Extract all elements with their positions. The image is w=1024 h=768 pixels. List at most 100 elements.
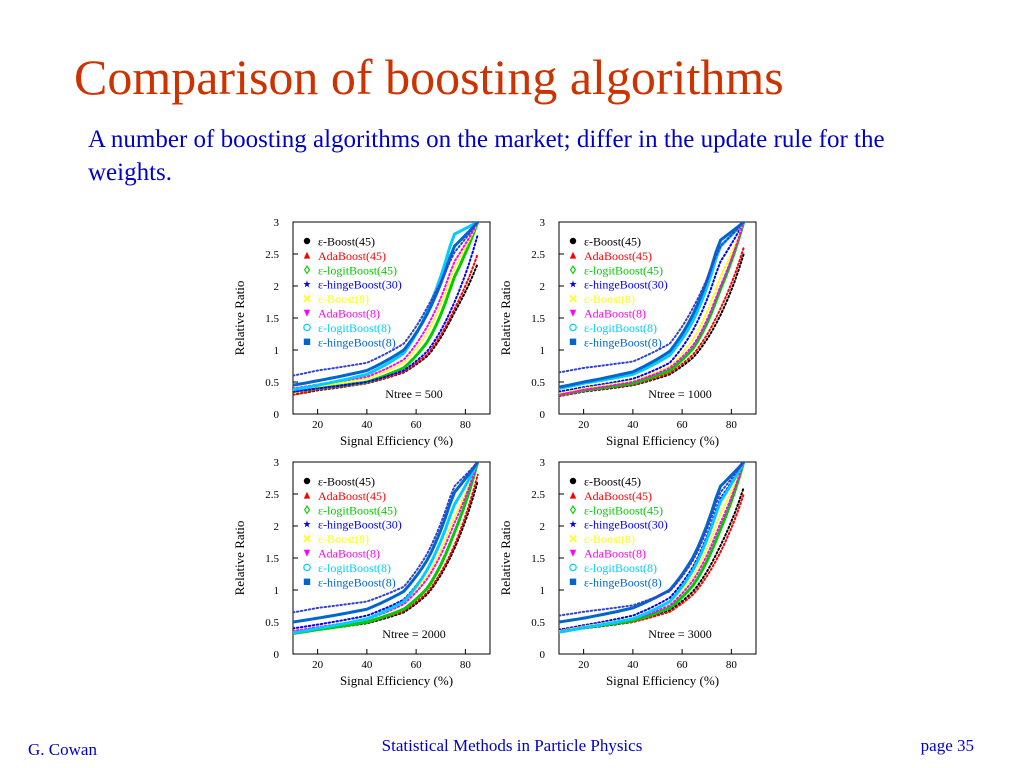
series-line-e-logitboost-8: [293, 222, 480, 392]
y-tick-label: 1.5: [265, 313, 279, 325]
legend-label-adaboost-8: AdaBoost(8): [318, 547, 380, 561]
plot-frame: [292, 221, 491, 415]
footer-page-number: page 35: [920, 736, 974, 755]
y-tick-label: 1: [274, 585, 280, 597]
y-axis-label: Relative Ratio: [232, 281, 247, 356]
legend-label-adaboost-8: AdaBoost(8): [584, 307, 646, 321]
legend-label-adaboost-45: AdaBoost(45): [584, 489, 652, 503]
y-tick-label: 2.5: [265, 249, 279, 261]
y-tick-label: 0.5: [531, 377, 545, 389]
legend-marker-e-logitboost-8: [569, 323, 577, 332]
chart-svg: 0 0.5 1 1.5 2 2.5 3 20 40 60 80 Signal Efficiency (…: [498, 457, 757, 688]
legend-marker-e-boost-45: [303, 477, 311, 485]
y-tick-label: 3: [274, 217, 280, 229]
chart-svg: 0 0.5 1 1.5 2 2.5 3 20 40 60 80 Signal Efficiency (…: [498, 217, 757, 448]
x-tick-label: 80: [460, 419, 472, 431]
y-axis-label: Relative Ratio: [232, 521, 247, 596]
legend-marker-e-boost-8: [569, 294, 577, 303]
x-tick-label: 60: [411, 419, 423, 431]
legend-marker-adaboost-8: [303, 309, 311, 317]
legend-label-adaboost-8: AdaBoost(8): [318, 307, 380, 321]
legend-marker-adaboost-8: [569, 549, 577, 557]
y-tick-label: 1: [540, 345, 546, 357]
y-tick-label: 2: [540, 521, 546, 533]
legend-label-e-logitboost-45: ε-logitBoost(45): [584, 503, 663, 517]
legend-marker-e-logitboost-45: [569, 505, 577, 515]
x-tick-label: 40: [627, 419, 639, 431]
y-tick-label: 1: [274, 345, 280, 357]
y-tick-label: 3: [540, 217, 546, 229]
y-tick-label: 0.5: [531, 617, 545, 629]
y-tick-label: 3: [540, 457, 546, 469]
legend-marker-e-boost-8: [569, 534, 577, 543]
legend-label-e-hingeboost-8: ε-hingeBoost(8): [584, 575, 662, 589]
legend-label-e-boost-8: ε-Boost(8): [318, 292, 369, 306]
y-tick-label: 0: [274, 649, 280, 661]
slide-subtitle: A number of boosting algorithms on the m…: [88, 126, 885, 186]
legend-marker-e-boost-45: [303, 237, 311, 245]
x-tick-label: 80: [726, 659, 738, 671]
y-tick-label: 0.5: [265, 617, 279, 629]
plot-frame: [292, 461, 491, 655]
x-tick-label: 80: [460, 659, 472, 671]
series-line-adaboost-8: [559, 222, 745, 396]
x-tick-label: 40: [627, 659, 639, 671]
x-tick-label: 60: [677, 659, 689, 671]
legend-marker-e-hingeboost-30: [303, 280, 311, 288]
legend-label-e-logitboost-8: ε-logitBoost(8): [318, 321, 391, 335]
legend-marker-e-hingeboost-30: [569, 280, 577, 288]
x-axis-label: Signal Efficiency (%): [340, 433, 453, 448]
legend-label-adaboost-45: AdaBoost(45): [584, 249, 652, 263]
legend-marker-adaboost-45: [569, 251, 577, 259]
legend-marker-e-hingeboost-30: [303, 520, 311, 528]
ntree-annotation: Ntree = 3000: [648, 627, 711, 641]
legend-marker-e-logitboost-8: [569, 563, 577, 572]
legend-label-e-logitboost-45: ε-logitBoost(45): [318, 503, 397, 517]
legend-label-e-boost-45: ε-Boost(45): [584, 475, 641, 489]
legend-label-e-logitboost-8: ε-logitBoost(8): [584, 321, 657, 335]
footer-author: G. Cowan: [28, 740, 97, 759]
x-axis-label: Signal Efficiency (%): [606, 673, 719, 688]
y-tick-label: 2: [274, 281, 280, 293]
legend-marker-e-hingeboost-8: [569, 338, 577, 345]
legend-label-e-hingeboost-30: ε-hingeBoost(30): [584, 278, 668, 292]
legend-label-e-boost-45: ε-Boost(45): [318, 475, 375, 489]
series-line-e-hingeboost-30: [293, 233, 479, 393]
x-tick-label: 20: [578, 659, 590, 671]
y-tick-label: 2: [540, 281, 546, 293]
legend-marker-e-boost-8: [303, 294, 311, 303]
x-axis-label: Signal Efficiency (%): [340, 673, 453, 688]
legend-label-e-boost-8: ε-Boost(8): [584, 292, 635, 306]
y-axis-label: Relative Ratio: [498, 521, 513, 596]
legend-marker-e-boost-45: [569, 237, 577, 245]
legend-label-e-logitboost-45: ε-logitBoost(45): [584, 263, 663, 277]
legend-label-e-hingeboost-30: ε-hingeBoost(30): [318, 518, 402, 532]
footer-course: Statistical Methods in Particle Physics: [381, 736, 643, 755]
x-tick-label: 60: [411, 659, 423, 671]
chart-svg: 0 0.5 1 1.5 2 2.5 3 20 40 60 80 Signal Efficiency (…: [232, 457, 491, 688]
y-tick-label: 1.5: [531, 313, 545, 325]
y-tick-label: 0: [540, 649, 546, 661]
y-tick-label: 0.5: [265, 377, 279, 389]
legend-marker-e-logitboost-45: [303, 505, 311, 515]
y-tick-label: 1.5: [531, 553, 545, 565]
series-line-e-logitboost-8: [293, 462, 480, 635]
y-tick-label: 3: [274, 457, 280, 469]
legend-label-e-hingeboost-8: ε-hingeBoost(8): [318, 575, 396, 589]
y-tick-label: 1.5: [265, 553, 279, 565]
chart-svg: 0 0.5 1 1.5 2 2.5 3 20 40 60 80 Signal Efficiency (…: [232, 217, 491, 448]
ntree-annotation: Ntree = 1000: [648, 387, 711, 401]
series-line-extra: [293, 462, 479, 614]
legend-label-e-boost-8: ε-Boost(8): [584, 532, 635, 546]
legend-marker-e-logitboost-45: [569, 265, 577, 275]
legend-label-e-hingeboost-8: ε-hingeBoost(8): [318, 335, 396, 349]
x-tick-label: 60: [677, 419, 689, 431]
series-line-extra: [293, 222, 479, 377]
legend-marker-e-boost-8: [303, 534, 311, 543]
legend-marker-adaboost-8: [569, 309, 577, 317]
ntree-annotation: Ntree = 2000: [382, 627, 445, 641]
chart-ntree-3000: 0 0.5 1 1.5 2 2.5 3 20 40 60 80 Signal Efficiency (…: [494, 452, 769, 692]
legend-label-e-hingeboost-8: ε-hingeBoost(8): [584, 335, 662, 349]
legend-label-e-logitboost-45: ε-logitBoost(45): [318, 263, 397, 277]
y-tick-label: 2.5: [531, 489, 545, 501]
